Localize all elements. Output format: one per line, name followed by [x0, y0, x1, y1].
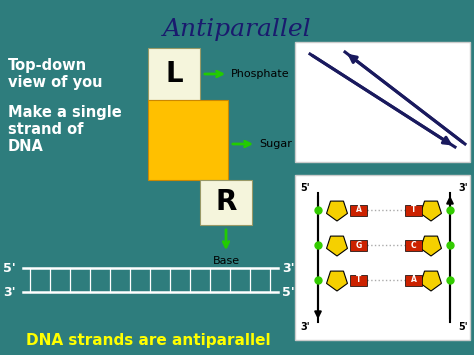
Text: L: L: [165, 60, 183, 88]
Text: Make a single: Make a single: [8, 105, 122, 120]
Text: 5': 5': [282, 285, 295, 299]
Bar: [350, 204, 367, 215]
Text: T: T: [411, 206, 416, 214]
Text: Base: Base: [212, 256, 239, 266]
Bar: [405, 204, 422, 215]
Text: Phosphate: Phosphate: [231, 69, 290, 79]
Text: 3': 3': [282, 262, 295, 274]
Text: view of you: view of you: [8, 75, 102, 90]
Text: 5': 5': [3, 262, 16, 274]
Text: 3': 3': [458, 183, 468, 193]
Bar: [350, 240, 367, 251]
Text: 3': 3': [301, 322, 310, 332]
Text: strand of: strand of: [8, 122, 83, 137]
Text: 5': 5': [301, 183, 310, 193]
Text: Antiparallel: Antiparallel: [163, 18, 311, 41]
Bar: [200, 180, 252, 225]
Bar: [405, 240, 422, 251]
Polygon shape: [327, 236, 347, 256]
Bar: [295, 42, 470, 162]
Bar: [148, 100, 228, 180]
Text: 5': 5': [458, 322, 468, 332]
Polygon shape: [327, 271, 347, 291]
Text: A: A: [410, 275, 417, 284]
Text: DNA strands are antiparallel: DNA strands are antiparallel: [26, 333, 270, 348]
Polygon shape: [420, 236, 441, 256]
Bar: [148, 48, 200, 100]
Polygon shape: [420, 271, 441, 291]
Polygon shape: [420, 201, 441, 221]
Text: A: A: [356, 206, 362, 214]
Text: Sugar: Sugar: [259, 139, 292, 149]
Text: G: G: [356, 240, 362, 250]
Text: Top-down: Top-down: [8, 58, 87, 73]
Text: T: T: [356, 275, 361, 284]
Text: C: C: [410, 240, 416, 250]
Text: R: R: [215, 189, 237, 217]
Bar: [295, 175, 470, 340]
Polygon shape: [327, 201, 347, 221]
Text: DNA: DNA: [8, 139, 44, 154]
Bar: [405, 274, 422, 285]
Bar: [350, 274, 367, 285]
Text: 3': 3': [3, 285, 16, 299]
